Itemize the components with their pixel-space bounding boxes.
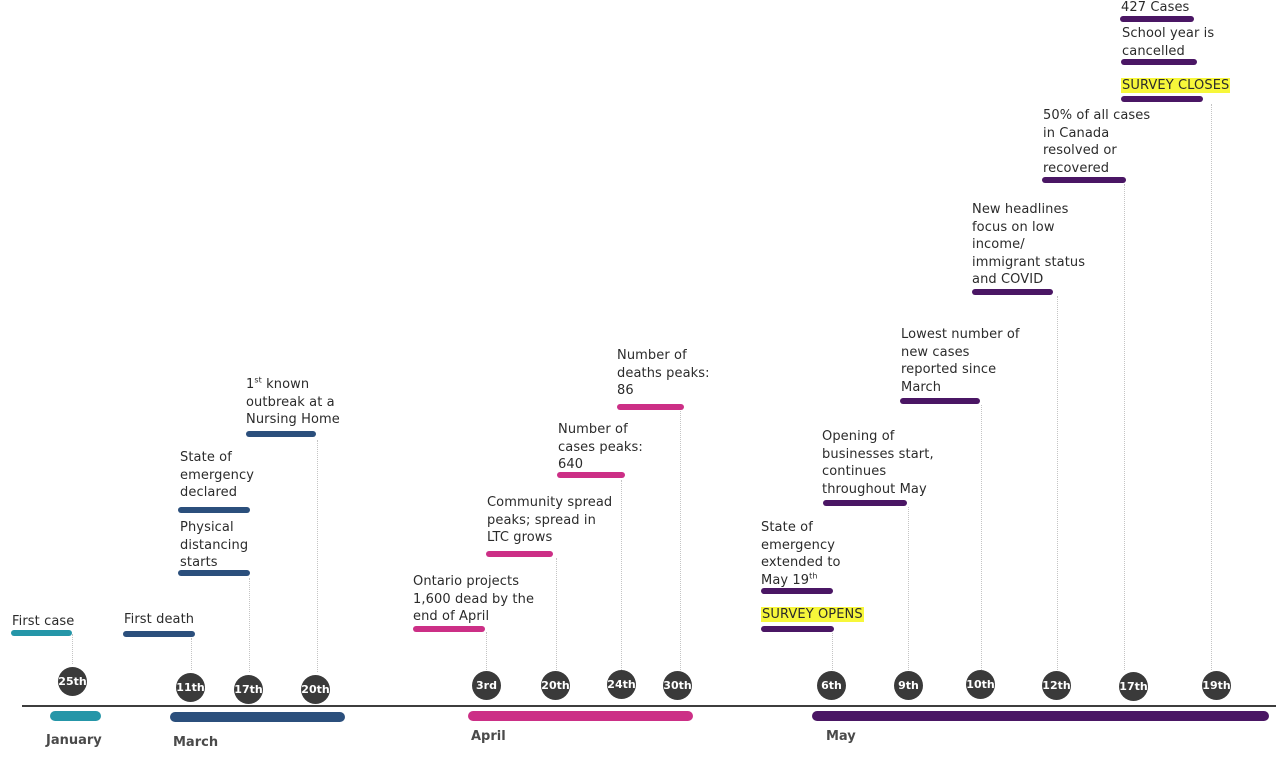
survey-opens-label: SURVEY OPENS xyxy=(761,606,864,624)
event-bar xyxy=(486,551,553,557)
event-label-post: known outbreak at a Nursing Home xyxy=(246,377,340,427)
day-marker: 9th xyxy=(894,671,923,700)
event-bar xyxy=(178,507,250,513)
event-label: 50% of all cases in Canada resolved or r… xyxy=(1043,108,1151,176)
event-label: State of emergency declared xyxy=(180,450,255,500)
day-marker: 20th xyxy=(301,675,330,704)
month-bar-may xyxy=(812,711,1269,721)
event-label: Opening of businesses start, continues t… xyxy=(822,429,934,497)
event-label: Physical distancing starts xyxy=(180,520,249,570)
event-bar xyxy=(972,289,1053,295)
stem xyxy=(1057,296,1058,670)
survey-closes-highlight: SURVEY CLOSES xyxy=(1121,78,1231,93)
day-marker: 24th xyxy=(607,670,636,699)
event-label: First death xyxy=(124,612,195,627)
day-marker: 25th xyxy=(58,667,87,696)
month-bar-april xyxy=(468,711,693,721)
survey-opens-highlight: SURVEY OPENS xyxy=(761,607,864,622)
stem xyxy=(1211,104,1212,670)
timeline-axis xyxy=(22,705,1276,707)
month-bar-march xyxy=(170,712,345,722)
event-bar xyxy=(178,570,250,576)
month-label-april: April xyxy=(471,729,506,744)
stem xyxy=(249,578,250,672)
day-marker: 17th xyxy=(1119,672,1148,701)
event-bar xyxy=(1121,96,1203,102)
stem xyxy=(908,507,909,670)
event-bar xyxy=(823,500,907,506)
day-marker: 17th xyxy=(234,675,263,704)
event-label: Number of cases peaks: 640 xyxy=(558,422,643,472)
month-bar-january xyxy=(50,711,101,721)
event-label: School year is cancelled xyxy=(1122,26,1215,59)
stem xyxy=(1124,184,1125,670)
event-label-sup: st xyxy=(254,375,262,385)
day-marker: 30th xyxy=(663,671,692,700)
stem xyxy=(680,411,681,670)
day-marker: 10th xyxy=(966,670,995,699)
event-bar xyxy=(1121,59,1197,65)
event-bar xyxy=(900,398,980,404)
event-bar xyxy=(246,431,316,437)
event-label: 1st known outbreak at a Nursing Home xyxy=(246,376,340,429)
stem xyxy=(486,632,487,670)
stem xyxy=(317,440,318,672)
event-label-pre: State of emergency extended to May 19 xyxy=(761,520,841,588)
event-bar xyxy=(761,626,834,632)
day-marker: 12th xyxy=(1042,671,1071,700)
event-label-pre: 1 xyxy=(246,377,255,392)
month-label-january: January xyxy=(46,733,102,748)
stem xyxy=(191,638,192,670)
day-marker: 19th xyxy=(1202,671,1231,700)
event-label: Community spread peaks; spread in LTC gr… xyxy=(487,495,613,545)
stem xyxy=(556,558,557,670)
event-label: 427 Cases xyxy=(1121,0,1190,15)
event-label: First case xyxy=(12,614,75,629)
day-marker: 11th xyxy=(176,673,205,702)
event-label: New headlines focus on low income/ immig… xyxy=(972,202,1086,287)
event-label: State of emergency extended to May 19th xyxy=(761,519,841,589)
survey-closes-label: SURVEY CLOSES xyxy=(1121,77,1231,95)
event-bar xyxy=(617,404,684,410)
event-label: Number of deaths peaks: 86 xyxy=(617,348,710,398)
event-label: Ontario projects 1,600 dead by the end o… xyxy=(413,574,535,624)
event-label-sup: th xyxy=(809,571,818,581)
stem xyxy=(981,405,982,670)
event-bar xyxy=(413,626,485,632)
stem xyxy=(621,480,622,670)
day-marker: 3rd xyxy=(472,671,501,700)
event-bar xyxy=(1042,177,1126,183)
month-label-may: May xyxy=(826,729,856,744)
day-marker: 20th xyxy=(541,671,570,700)
event-bar xyxy=(557,472,625,478)
event-bar xyxy=(1120,16,1194,22)
day-marker: 6th xyxy=(817,671,846,700)
event-bar xyxy=(761,588,833,594)
stem xyxy=(72,634,73,664)
event-bar xyxy=(123,631,195,637)
event-label: Lowest number of new cases reported sinc… xyxy=(901,327,1020,395)
event-bar xyxy=(11,630,72,636)
stem xyxy=(832,633,833,670)
month-label-march: March xyxy=(173,735,219,750)
